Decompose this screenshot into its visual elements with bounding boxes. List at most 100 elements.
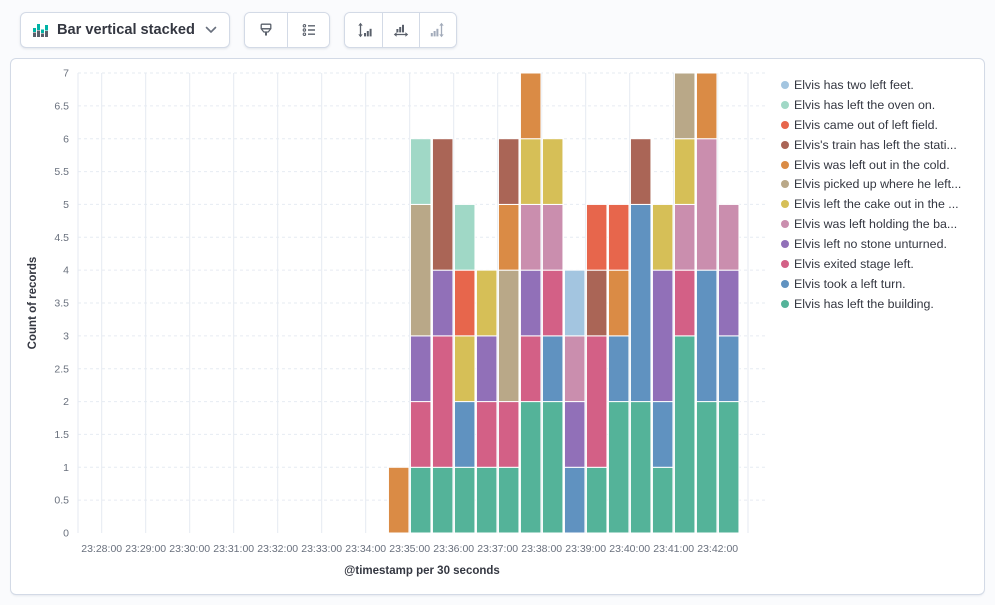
legend-item[interactable]: Elvis left the cake out in the ... bbox=[781, 194, 976, 214]
bar-segment[interactable] bbox=[651, 203, 674, 271]
legend-item[interactable]: Elvis took a left turn. bbox=[781, 274, 976, 294]
bar-segment[interactable] bbox=[717, 401, 740, 534]
bar-segment[interactable] bbox=[673, 138, 696, 205]
bar-segment[interactable] bbox=[651, 466, 674, 534]
bar-segment[interactable] bbox=[673, 203, 696, 271]
bar-segment[interactable] bbox=[673, 269, 696, 337]
bar-segment[interactable] bbox=[453, 401, 476, 468]
bar-segment[interactable] bbox=[453, 269, 476, 337]
bar-segment[interactable] bbox=[519, 203, 542, 271]
x-tick-label: 23:31:00 bbox=[213, 543, 254, 555]
bar-segment[interactable] bbox=[563, 269, 586, 337]
x-tick-label: 23:37:00 bbox=[477, 543, 518, 555]
bar-segment[interactable] bbox=[629, 401, 652, 534]
bar-segment[interactable] bbox=[563, 466, 586, 534]
bar-segment[interactable] bbox=[519, 138, 542, 205]
bar-segment[interactable] bbox=[563, 335, 586, 403]
bar-segment[interactable] bbox=[563, 401, 586, 468]
bar-segment[interactable] bbox=[409, 203, 432, 337]
bar-segment[interactable] bbox=[695, 138, 718, 271]
legend-item[interactable]: Elvis left no stone unturned. bbox=[781, 234, 976, 254]
bar-segment[interactable] bbox=[541, 138, 564, 205]
bar-segment[interactable] bbox=[695, 72, 718, 140]
bar-segment[interactable] bbox=[409, 466, 432, 534]
legend-item[interactable]: Elvis was left holding the ba... bbox=[781, 214, 976, 234]
x-tick-label: 23:41:00 bbox=[653, 543, 694, 555]
bar-segment[interactable] bbox=[585, 335, 608, 468]
right-axis-icon bbox=[430, 22, 444, 38]
bar-segment[interactable] bbox=[541, 335, 564, 403]
y-tick-label: 5 bbox=[63, 199, 69, 211]
y-tick-label: 5.5 bbox=[54, 166, 69, 178]
visual-options-button[interactable] bbox=[245, 13, 287, 47]
bar-segment[interactable] bbox=[651, 269, 674, 403]
bar-segment[interactable] bbox=[431, 138, 454, 271]
bar-segment[interactable] bbox=[453, 335, 476, 403]
legend-item-label: Elvis has left the building. bbox=[794, 296, 934, 311]
bar-segment[interactable] bbox=[585, 466, 608, 534]
bar-segment[interactable] bbox=[519, 401, 542, 534]
bar-segment[interactable] bbox=[607, 203, 630, 271]
bar-segment[interactable] bbox=[673, 72, 696, 140]
bar-segment[interactable] bbox=[673, 335, 696, 534]
bar-segment[interactable] bbox=[585, 203, 608, 271]
legend-settings-button[interactable] bbox=[287, 13, 329, 47]
legend-item[interactable]: Elvis picked up where he left... bbox=[781, 174, 976, 194]
bar-segment[interactable] bbox=[475, 335, 498, 403]
legend-item[interactable]: Elvis has left the building. bbox=[781, 294, 976, 314]
bar-segment[interactable] bbox=[475, 401, 498, 468]
bar-segment[interactable] bbox=[519, 269, 542, 337]
bar-segment[interactable] bbox=[497, 138, 520, 205]
legend-item[interactable]: Elvis's train has left the stati... bbox=[781, 135, 976, 155]
legend-color-dot bbox=[781, 220, 789, 229]
bar-segment[interactable] bbox=[497, 466, 520, 534]
bar-segment[interactable] bbox=[541, 269, 564, 337]
legend-item[interactable]: Elvis exited stage left. bbox=[781, 254, 976, 274]
bar-segment[interactable] bbox=[453, 466, 476, 534]
chart-svg[interactable]: 23:28:00 23:29:00 23:30:00 23:31:00 23:32:00… bbox=[11, 59, 781, 594]
bar-segment[interactable] bbox=[541, 401, 564, 534]
bar-segment[interactable] bbox=[607, 269, 630, 337]
bar-segment[interactable] bbox=[431, 466, 454, 534]
bar-segment[interactable] bbox=[717, 269, 740, 337]
bar-segment[interactable] bbox=[651, 401, 674, 468]
bar-segment[interactable] bbox=[453, 203, 476, 271]
y-tick-label: 7 bbox=[63, 68, 69, 80]
bar-segment[interactable] bbox=[607, 335, 630, 403]
bar-segment[interactable] bbox=[497, 401, 520, 468]
bar-segment[interactable] bbox=[629, 138, 652, 205]
legend-item[interactable]: Elvis came out of left field. bbox=[781, 115, 976, 135]
legend-item[interactable]: Elvis was left out in the cold. bbox=[781, 155, 976, 175]
x-tick-label: 23:42:00 bbox=[697, 543, 738, 555]
bar-segment[interactable] bbox=[431, 335, 454, 468]
bar-segment[interactable] bbox=[475, 466, 498, 534]
bar-segment[interactable] bbox=[607, 401, 630, 534]
bar-segment[interactable] bbox=[475, 269, 498, 337]
bar-segment[interactable] bbox=[409, 335, 432, 403]
bar-segment[interactable] bbox=[519, 335, 542, 403]
bar-segment[interactable] bbox=[387, 466, 410, 534]
legend-color-dot bbox=[781, 299, 789, 308]
bar-segment[interactable] bbox=[717, 203, 740, 271]
bar-segment[interactable] bbox=[431, 269, 454, 337]
bar-segment[interactable] bbox=[695, 401, 718, 534]
legend-item[interactable]: Elvis has two left feet. bbox=[781, 75, 976, 95]
bar-segment[interactable] bbox=[497, 203, 520, 271]
bar-segment[interactable] bbox=[409, 401, 432, 468]
left-axis-button[interactable] bbox=[345, 13, 382, 47]
chart-type-switcher[interactable]: Bar vertical stacked bbox=[20, 12, 230, 48]
bar-segment[interactable] bbox=[519, 72, 542, 140]
bar-segment[interactable] bbox=[717, 335, 740, 403]
right-axis-button[interactable] bbox=[419, 13, 456, 47]
bottom-axis-button[interactable] bbox=[382, 13, 419, 47]
legend-item[interactable]: Elvis has left the oven on. bbox=[781, 95, 976, 115]
bar-segment[interactable] bbox=[695, 269, 718, 403]
y-tick-label: 2 bbox=[63, 396, 69, 408]
x-tick-label: 23:33:00 bbox=[301, 543, 342, 555]
bar-segment[interactable] bbox=[585, 269, 608, 337]
bar-segment[interactable] bbox=[409, 138, 432, 205]
bar-segment[interactable] bbox=[541, 203, 564, 271]
bar-segment[interactable] bbox=[629, 203, 652, 403]
bar-segment[interactable] bbox=[497, 269, 520, 403]
x-tick-label: 23:38:00 bbox=[521, 543, 562, 555]
